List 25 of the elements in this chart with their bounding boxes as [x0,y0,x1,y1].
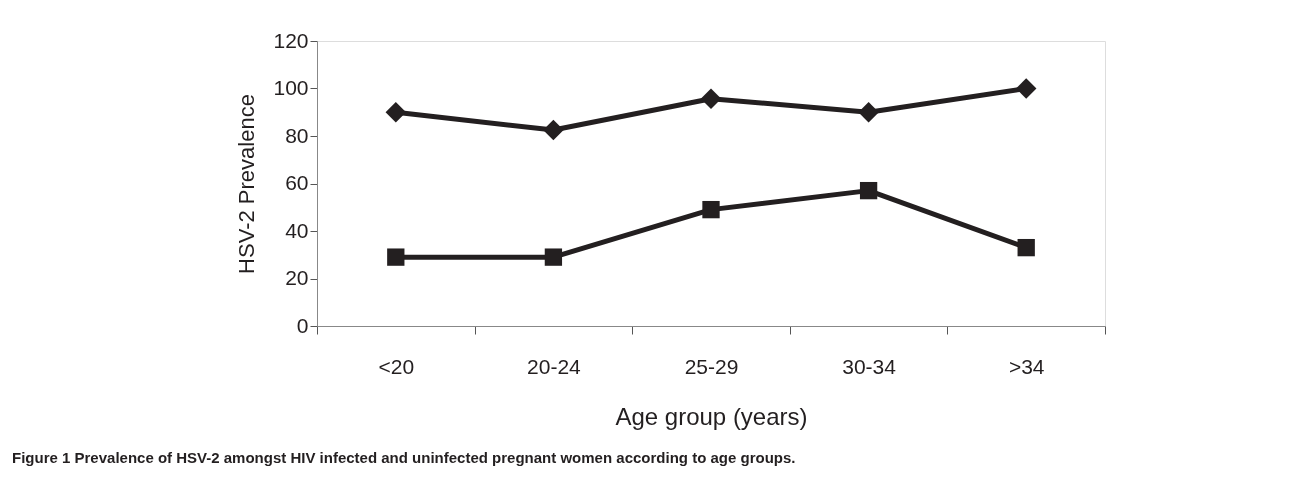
x-tick-label: 30-34 [842,354,897,378]
point [700,88,722,109]
y-axis-title: HSV-2 Prevalence [234,94,260,274]
y-tick-label: 20 [285,266,309,289]
x-tick-label: 25-29 [684,354,739,378]
y-tick-label: 0 [296,313,309,337]
caption: Figure 1 Prevalence of HSV-2 amongst HIV infected and uninfected pregnant women according to age groups. [12,449,796,466]
point [858,102,879,123]
x-axis-title: Age group (years) [615,402,808,430]
y-tick-label: 60 [285,171,309,194]
point [1015,78,1037,99]
y-tick-label: 80 [285,123,309,147]
y-tick-label: 120 [273,28,309,52]
point [1017,238,1035,257]
point [859,181,878,200]
point [385,102,407,123]
x-tick-label: <20 [378,354,415,378]
x-tick-label: >34 [1008,354,1045,378]
y-tick-label: 100 [273,76,309,99]
y-tick-label: 40 [285,218,309,242]
point [544,248,563,266]
point [702,200,720,219]
point [543,119,564,141]
x-tick-label: 20-24 [527,354,582,378]
point [387,248,405,266]
